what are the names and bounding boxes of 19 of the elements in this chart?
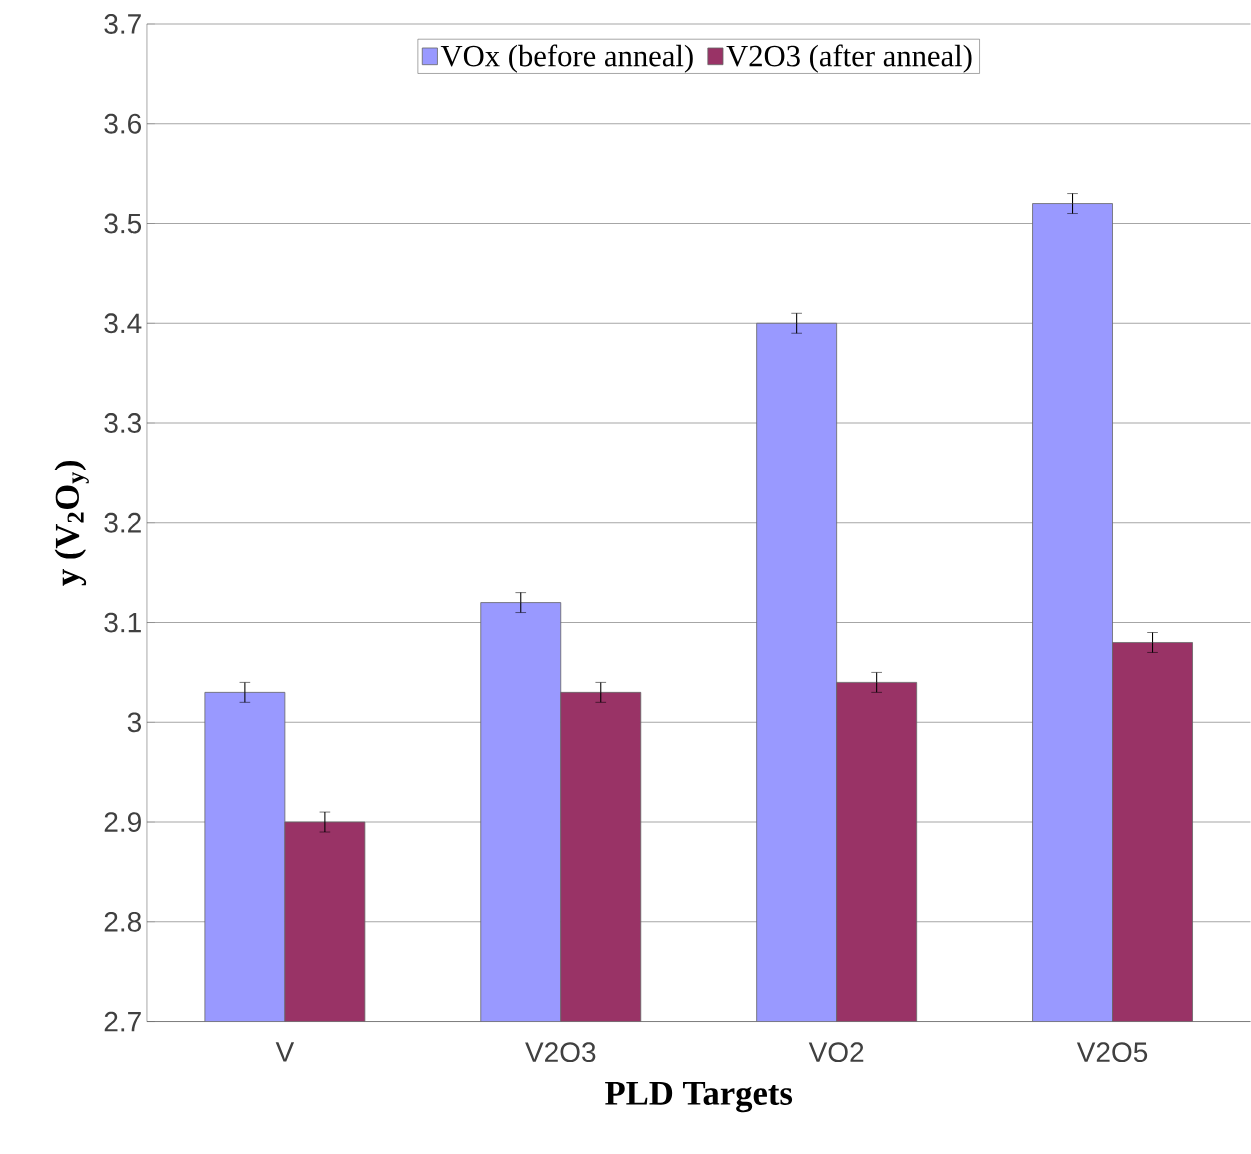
y-axis-title: y (V$_{2}$O$_{y}$) [54, 461, 89, 586]
y-tick-label: 2.9 [104, 812, 141, 833]
y-tick-label: 3.4 [104, 313, 142, 334]
x-tick-label: VO2 [808, 1042, 864, 1063]
y-tick-label: 3.2 [104, 513, 141, 533]
legend-label: VOx (before anneal) [440, 44, 693, 73]
y-tick-label: 2.8 [104, 912, 141, 932]
x-axis-title: PLD Targets [605, 1082, 793, 1113]
legend-label: V2O3 (after anneal) [726, 44, 972, 73]
y-tick-label: 2.7 [104, 1012, 141, 1032]
y-tick-label: 3.5 [104, 213, 142, 234]
x-tick-label: V2O3 [525, 1042, 596, 1063]
x-tick-label: V2O5 [1076, 1042, 1148, 1063]
y-tick-label: 3 [127, 712, 141, 733]
y-tick-label: 3.3 [104, 413, 141, 434]
x-tick-label: V [275, 1042, 295, 1062]
y-tick-label: 3.7 [104, 14, 141, 35]
y-tick-label: 3.6 [104, 114, 141, 134]
y-tick-label: 3.1 [104, 612, 141, 633]
